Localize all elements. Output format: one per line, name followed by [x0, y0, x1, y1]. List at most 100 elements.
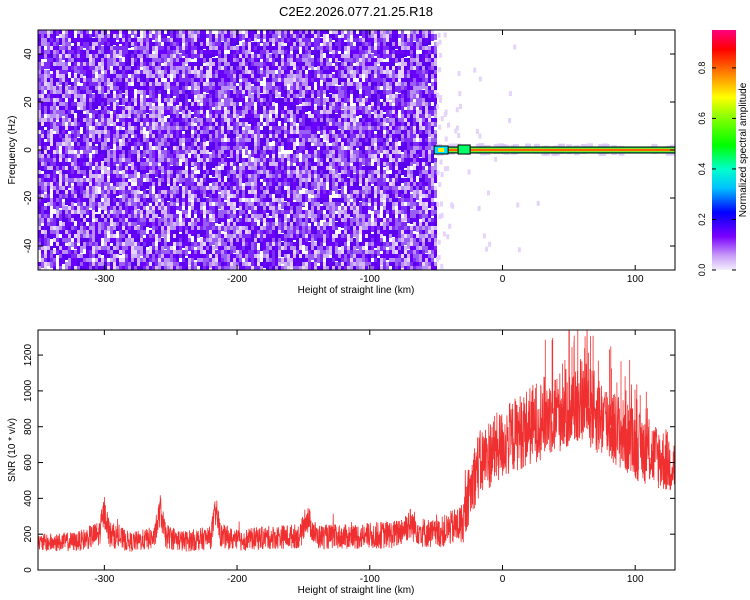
heatmap-cell — [317, 214, 320, 220]
heatmap-cell — [290, 234, 293, 239]
heatmap-cell — [89, 90, 92, 97]
heatmap-cell — [215, 242, 218, 249]
heatmap-cell — [101, 266, 104, 270]
heatmap-cell — [233, 70, 236, 75]
heatmap-cell — [278, 114, 281, 121]
heatmap-cell — [59, 66, 62, 70]
heatmap-cell — [308, 70, 311, 77]
heatmap-cell — [101, 50, 104, 54]
heatmap-cell — [209, 114, 212, 119]
heatmap-cell — [311, 214, 314, 220]
heatmap-cell — [281, 226, 284, 233]
heatmap-cell — [92, 246, 95, 255]
heatmap-cell — [119, 166, 122, 170]
heatmap-cell — [146, 142, 149, 146]
heatmap-cell — [83, 158, 86, 165]
heatmap-cell — [227, 58, 230, 63]
heatmap-cell — [254, 262, 257, 269]
heatmap-cell — [326, 126, 329, 130]
heatmap-cell — [143, 46, 146, 52]
heatmap-cell — [179, 178, 182, 184]
heatmap-cell — [146, 66, 149, 70]
heatmap-cell — [107, 54, 110, 58]
heatmap-cell — [269, 198, 272, 203]
heatmap-cell — [254, 238, 257, 244]
heatmap-cell — [41, 166, 44, 171]
heatmap-cell — [173, 266, 176, 270]
heatmap-cell — [299, 146, 302, 153]
heatmap-cell — [242, 186, 245, 192]
heatmap-cell — [134, 46, 137, 53]
heatmap-cell — [287, 30, 290, 36]
heatmap-cell — [281, 90, 284, 97]
heatmap-cell — [65, 46, 68, 53]
heatmap-cell — [197, 86, 200, 92]
heatmap-cell — [68, 154, 71, 158]
heatmap-cell — [185, 110, 188, 114]
heatmap-cell — [254, 30, 257, 36]
heatmap-cell — [89, 54, 92, 62]
heatmap-cell — [38, 118, 41, 124]
heatmap-cell — [254, 46, 257, 51]
heatmap-cell — [65, 78, 68, 83]
heatmap-cell — [218, 102, 221, 107]
heatmap-cell — [194, 146, 197, 151]
heatmap-cell — [92, 254, 95, 258]
heatmap-cell — [218, 150, 221, 154]
heatmap-cell — [98, 214, 101, 220]
heatmap-cell — [305, 158, 308, 165]
heatmap-cell — [77, 62, 80, 66]
heatmap-cell — [185, 118, 188, 124]
heatmap-cell — [134, 230, 137, 236]
heatmap-cell — [248, 266, 251, 270]
heatmap-cell — [215, 210, 218, 216]
heatmap-cell — [170, 94, 173, 101]
heatmap-cell — [86, 130, 89, 136]
heatmap-cell — [68, 194, 71, 203]
heatmap-cell — [152, 230, 155, 235]
heatmap-cell — [89, 86, 92, 92]
heatmap-cell — [323, 30, 326, 36]
heatmap-cell — [281, 62, 284, 67]
heatmap-cell — [314, 130, 317, 135]
heatmap-cell — [56, 42, 59, 47]
heatmap-cell — [314, 246, 317, 253]
heatmap-cell — [131, 230, 134, 237]
heatmap-cell — [188, 162, 191, 166]
heatmap-cell — [254, 190, 257, 195]
heatmap-cell — [227, 90, 230, 99]
heatmap-cell — [242, 178, 245, 182]
heatmap-cell — [176, 230, 179, 234]
heatmap-cell — [290, 58, 293, 62]
heatmap-cell — [314, 90, 317, 94]
heatmap-cell — [152, 86, 155, 91]
heatmap-cell — [83, 162, 86, 167]
heatmap-cell — [47, 166, 50, 173]
heatmap-cell — [158, 130, 161, 134]
heatmap-cell — [266, 58, 269, 64]
heatmap-cell — [83, 90, 86, 97]
heatmap-cell — [71, 86, 74, 91]
heatmap-cell — [167, 178, 170, 184]
heatmap-cell — [302, 230, 305, 236]
heatmap-cell — [257, 230, 260, 234]
heatmap-cell — [125, 266, 128, 270]
heatmap-cell — [173, 138, 176, 145]
heatmap-cell — [53, 82, 56, 87]
heatmap-cell — [98, 198, 101, 205]
heatmap-cell — [74, 66, 77, 73]
heatmap-cell — [125, 262, 128, 269]
heatmap-cell — [113, 250, 116, 257]
heatmap-cell — [245, 54, 248, 60]
heatmap-cell — [236, 130, 239, 137]
heatmap-cell — [92, 78, 95, 83]
heatmap-cell — [239, 266, 242, 270]
heatmap-cell — [254, 234, 257, 241]
heatmap-cell — [71, 234, 74, 238]
heatmap-cell — [155, 126, 158, 133]
heatmap-cell — [197, 242, 200, 248]
heatmap-cell — [260, 30, 263, 34]
heatmap-cell — [317, 110, 320, 118]
heatmap-cell — [65, 146, 68, 151]
heatmap-cell — [71, 138, 74, 142]
